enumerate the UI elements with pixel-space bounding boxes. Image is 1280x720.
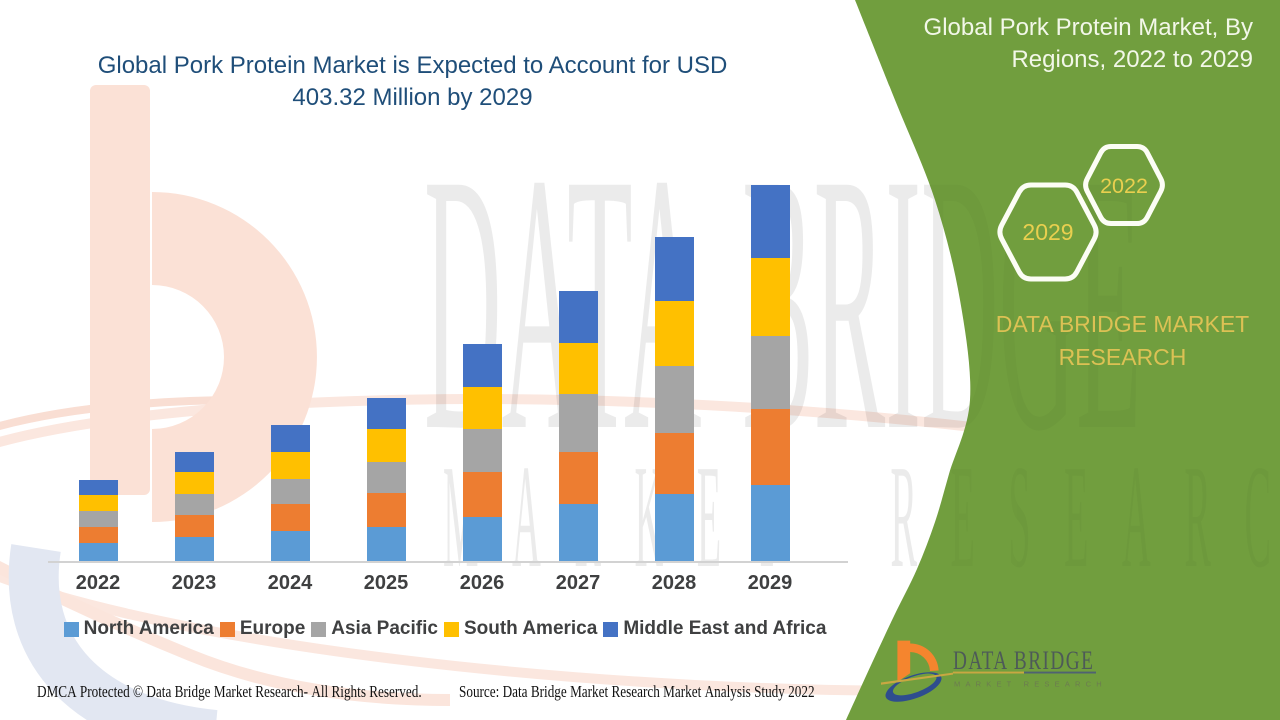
svg-text:2029: 2029 xyxy=(1022,219,1073,245)
svg-text:2022: 2022 xyxy=(1100,174,1148,198)
svg-text:MARKET RESEARCH: MARKET RESEARCH xyxy=(443,435,1280,599)
svg-text:DATA BRIDGE: DATA BRIDGE xyxy=(953,646,1094,674)
svg-text:MARKET RESEARCH: MARKET RESEARCH xyxy=(954,680,1107,689)
